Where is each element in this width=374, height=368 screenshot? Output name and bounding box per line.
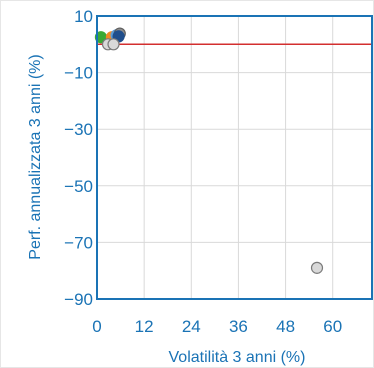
y-tick-label-5: −90 <box>64 290 93 309</box>
y-tick-label-1: −10 <box>64 64 93 83</box>
plot-area-border <box>96 15 373 300</box>
x-tick-label-3: 36 <box>229 317 248 336</box>
data-point-6[interactable] <box>107 38 120 51</box>
y-tick-label-2: −30 <box>64 120 93 139</box>
x-tick-label-0: 0 <box>92 317 101 336</box>
grid-lines <box>97 16 372 299</box>
data-points <box>94 27 324 274</box>
x-tick-label-4: 48 <box>276 317 295 336</box>
y-tick-label-0: 10 <box>74 7 93 26</box>
y-tick-label-4: −70 <box>64 233 93 252</box>
x-tick-label-2: 24 <box>182 317 201 336</box>
x-tick-label-5: 60 <box>323 317 342 336</box>
x-tick-label-1: 12 <box>135 317 154 336</box>
x-axis-ticks: 0 12 24 36 48 60 <box>92 317 342 336</box>
y-axis-ticks: 10 −10 −30 −50 −70 −90 <box>64 7 93 309</box>
x-axis-title: Volatilità 3 anni (%) <box>169 349 306 366</box>
y-axis-title: Perf. annualizzata 3 anni (%) <box>27 54 44 259</box>
y-tick-label-3: −50 <box>64 177 93 196</box>
data-point-7[interactable] <box>310 261 324 274</box>
